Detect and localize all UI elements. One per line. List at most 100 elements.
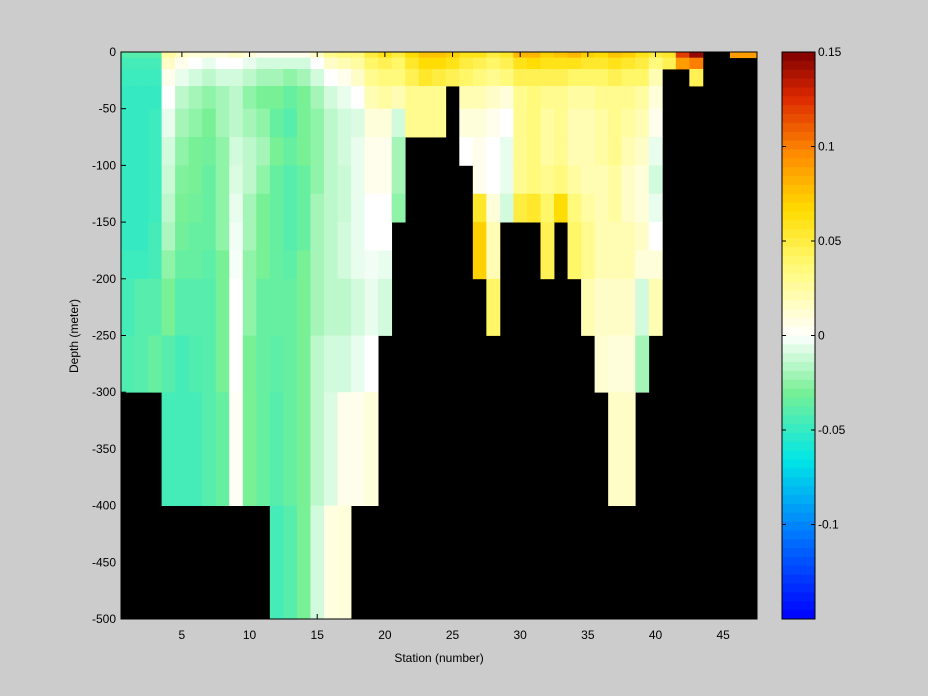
heatmap-cell [351, 193, 365, 223]
heatmap-cell [621, 165, 636, 195]
heatmap-cell [242, 250, 257, 280]
heatmap-cell [188, 52, 203, 59]
colorbar-band [782, 556, 815, 567]
heatmap-cell [526, 57, 541, 70]
heatmap-cell [202, 278, 217, 336]
heatmap-cell [161, 137, 176, 166]
heatmap-cell [256, 335, 271, 393]
heatmap-cell [486, 193, 501, 223]
heatmap-cell [161, 86, 176, 110]
heatmap-cell [296, 250, 311, 280]
heatmap-cell [648, 165, 663, 195]
colorbar-band [782, 432, 815, 443]
heatmap-cell [229, 52, 244, 59]
heatmap-cell [472, 222, 487, 251]
heatmap-cell [269, 108, 284, 138]
heatmap-cell [472, 52, 487, 59]
heatmap-cell [594, 165, 609, 195]
heatmap-cell [323, 250, 338, 280]
heatmap-cell [554, 193, 568, 223]
y-axis-label: Depth (meter) [67, 299, 81, 373]
heatmap-cell [567, 193, 582, 223]
heatmap-cell [323, 505, 338, 620]
heatmap-cell [337, 250, 352, 280]
heatmap-cell [621, 278, 636, 336]
heatmap-cell [608, 392, 623, 506]
heatmap-cell [594, 57, 609, 70]
heatmap-cell [648, 57, 663, 70]
heatmap-cell [188, 278, 203, 336]
colorbar-band [782, 512, 815, 522]
heatmap-cell [351, 108, 365, 138]
heatmap-cell [296, 69, 311, 87]
heatmap-cell [296, 52, 311, 59]
heatmap-cell [378, 278, 393, 336]
heatmap-cell [648, 108, 663, 138]
heatmap-cell [310, 193, 325, 223]
heatmap-cell [608, 250, 623, 280]
colorbar-band [782, 601, 815, 611]
heatmap-cell [608, 193, 623, 223]
heatmap-cell [175, 222, 190, 251]
heatmap-cell [351, 335, 365, 393]
heatmap-cell [323, 335, 338, 393]
heatmap-cell [486, 137, 501, 166]
heatmap-cell [486, 108, 501, 138]
colorbar-band [782, 87, 815, 97]
heatmap-cell [418, 69, 433, 87]
heatmap-cell [242, 69, 257, 87]
colorbar-band [782, 574, 815, 584]
colorbar-band [782, 610, 815, 620]
heatmap-cell [689, 57, 704, 70]
heatmap-cell [283, 505, 298, 620]
colorbar-tick-label: 0.05 [818, 234, 842, 248]
x-tick-label: 15 [311, 628, 325, 642]
heatmap-cell [567, 165, 582, 195]
colorbar-band [782, 592, 815, 602]
x-tick-label: 10 [243, 628, 257, 642]
heatmap-cell [351, 278, 365, 336]
heatmap-cell [121, 57, 135, 70]
heatmap-cell [202, 335, 217, 393]
heatmap-cell [188, 335, 203, 393]
heatmap-cell [378, 69, 393, 87]
heatmap-cell [364, 250, 379, 280]
heatmap-cell [215, 250, 230, 280]
heatmap-cell [635, 108, 650, 138]
heatmap-cell [161, 69, 176, 87]
heatmap-cell [310, 278, 325, 336]
heatmap-cell [391, 108, 406, 138]
y-tick-label: -50 [99, 102, 117, 116]
heatmap-cell [608, 108, 623, 138]
colorbar-band [782, 78, 815, 88]
heatmap-cell [148, 278, 162, 336]
heatmap-cell [134, 165, 149, 195]
heatmap-cell [432, 69, 447, 87]
heatmap-cell [269, 165, 284, 195]
heatmap-cell [499, 108, 514, 138]
heatmap-cell [445, 57, 460, 70]
colorbar-tick-label: -0.05 [818, 423, 846, 437]
heatmap-cell [540, 250, 555, 280]
heatmap-cell [337, 505, 352, 620]
heatmap-cell [215, 69, 230, 87]
heatmap-cell [486, 250, 501, 280]
heatmap-cell [148, 250, 162, 280]
heatmap-cell [215, 222, 230, 251]
heatmap-cell [608, 278, 623, 336]
y-tick-label: -250 [92, 329, 116, 343]
heatmap-cell [323, 222, 338, 251]
heatmap-cell [161, 165, 176, 195]
heatmap-cell [256, 108, 271, 138]
heatmap-cell [581, 137, 596, 166]
heatmap-cell [499, 86, 514, 110]
heatmap-cell [242, 165, 257, 195]
heatmap-cell [188, 193, 203, 223]
heatmap-cell [513, 108, 528, 138]
colorbar-band [782, 326, 815, 336]
colorbar-band [782, 503, 815, 514]
heatmap-cell [202, 137, 217, 166]
heatmap-cell [269, 69, 284, 87]
heatmap-cell [540, 222, 555, 251]
heatmap-cell [472, 137, 487, 166]
